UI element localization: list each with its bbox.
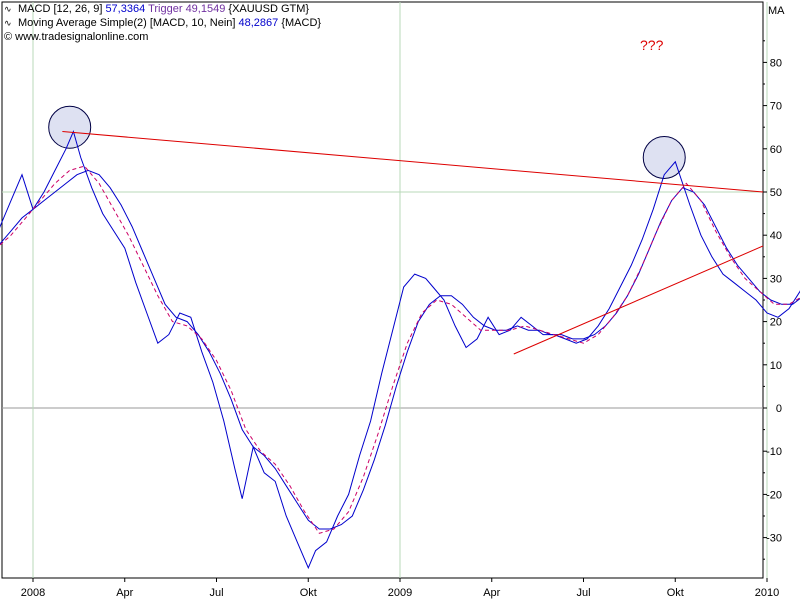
series-line-trigger	[0, 169, 800, 530]
legend-copyright: © www.tradesignalonline.com	[4, 31, 149, 43]
x-tick-label: 2010	[755, 587, 779, 599]
y-tick-label: 0	[776, 403, 782, 415]
line-style-icon: ∿	[4, 4, 12, 14]
trigger-value: 49,1549	[185, 3, 226, 15]
y-tick-label: 50	[770, 187, 782, 199]
series-line-moving-average-simple-2-	[0, 165, 800, 534]
y-tick-label: 60	[770, 144, 782, 156]
legend: ∿ MACD [12, 26, 9] 57,3364 Trigger 49,154…	[4, 2, 321, 44]
ma-value: 48,2867	[238, 17, 279, 29]
x-tick-label: Jul	[576, 587, 590, 599]
annotation-question: ???	[640, 37, 664, 53]
y-tick-label: 40	[770, 230, 782, 242]
x-tick-label: Jul	[209, 587, 223, 599]
highlight-circle	[48, 105, 92, 149]
x-tick-label: Okt	[667, 587, 684, 599]
trendline-resistance	[62, 131, 764, 193]
trigger-label: Trigger	[148, 3, 183, 15]
macd-value: 57,3364	[105, 3, 146, 15]
y-tick-label: -10	[766, 446, 782, 458]
x-tick-label: Apr	[483, 587, 500, 599]
x-tick-label: 2009	[388, 587, 412, 599]
legend-macd: ∿ MACD [12, 26, 9] 57,3364 Trigger 49,154…	[4, 3, 310, 15]
series-line-macd	[0, 130, 800, 570]
x-tick-label: 2008	[21, 587, 45, 599]
symbol-label: {XAUUSD GTM}	[228, 3, 310, 15]
trendline-support	[513, 245, 764, 355]
ma-source: {MACD}	[281, 17, 322, 29]
x-tick-label: Okt	[300, 587, 317, 599]
y-tick-label: 10	[770, 360, 782, 372]
plot-frame	[1, 1, 764, 579]
highlight-circle	[642, 135, 686, 179]
legend-moving-average: ∿ Moving Average Simple(2) [MACD, 10, Nei…	[4, 17, 322, 29]
y-tick-label: 30	[770, 273, 782, 285]
y-tick-label: 80	[770, 57, 782, 69]
y-tick-label: 70	[770, 101, 782, 113]
axis-corner-label: MA	[768, 5, 785, 17]
x-tick-label: Apr	[116, 587, 133, 599]
y-tick-label: 20	[770, 317, 782, 329]
line-style-icon: ∿	[4, 18, 12, 28]
y-tick-label: -30	[766, 533, 782, 545]
y-tick-label: -20	[766, 489, 782, 501]
